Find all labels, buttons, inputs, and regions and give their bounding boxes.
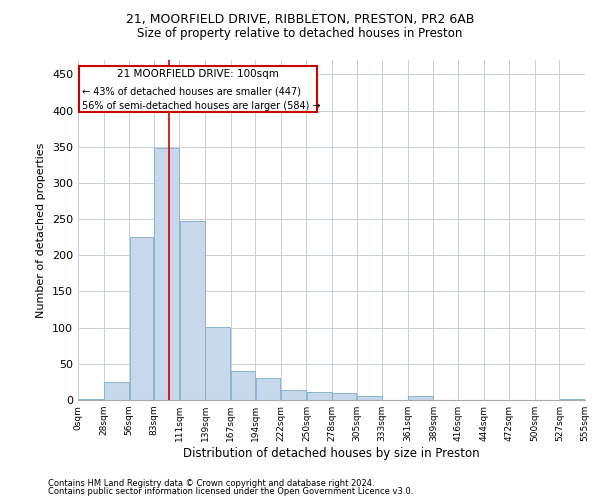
- Bar: [560, 398, 584, 400]
- Bar: [332, 393, 356, 400]
- Bar: [231, 371, 255, 400]
- X-axis label: Distribution of detached houses by size in Preston: Distribution of detached houses by size …: [183, 447, 480, 460]
- Bar: [256, 378, 280, 400]
- FancyBboxPatch shape: [79, 66, 317, 112]
- Text: Size of property relative to detached houses in Preston: Size of property relative to detached ho…: [137, 28, 463, 40]
- Text: 56% of semi-detached houses are larger (584) →: 56% of semi-detached houses are larger (…: [82, 100, 320, 110]
- Bar: [154, 148, 179, 400]
- Bar: [357, 396, 382, 400]
- Bar: [79, 398, 103, 400]
- Bar: [180, 222, 205, 400]
- Text: 21 MOORFIELD DRIVE: 100sqm: 21 MOORFIELD DRIVE: 100sqm: [117, 70, 279, 80]
- Bar: [307, 392, 332, 400]
- Y-axis label: Number of detached properties: Number of detached properties: [37, 142, 46, 318]
- Bar: [130, 237, 154, 400]
- Text: Contains HM Land Registry data © Crown copyright and database right 2024.: Contains HM Land Registry data © Crown c…: [48, 478, 374, 488]
- Text: ← 43% of detached houses are smaller (447): ← 43% of detached houses are smaller (44…: [82, 86, 301, 96]
- Bar: [205, 327, 230, 400]
- Text: 21, MOORFIELD DRIVE, RIBBLETON, PRESTON, PR2 6AB: 21, MOORFIELD DRIVE, RIBBLETON, PRESTON,…: [126, 12, 474, 26]
- Text: Contains public sector information licensed under the Open Government Licence v3: Contains public sector information licen…: [48, 487, 413, 496]
- Bar: [408, 396, 433, 400]
- Bar: [281, 390, 306, 400]
- Bar: [104, 382, 129, 400]
